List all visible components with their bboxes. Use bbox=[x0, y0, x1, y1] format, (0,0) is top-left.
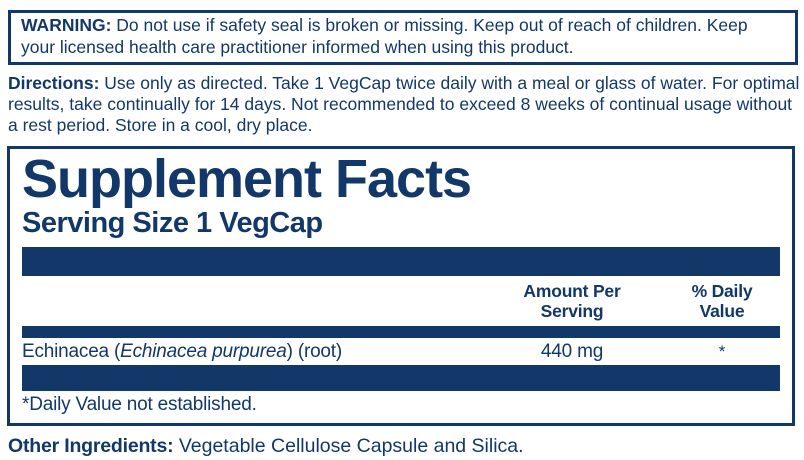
directions-text: Use only as directed. Take 1 VegCap twic… bbox=[8, 73, 800, 135]
divider-bar-thin bbox=[22, 326, 780, 338]
other-ingredients-label: Other Ingredients: bbox=[8, 435, 174, 457]
other-ingredients-line: Other Ingredients: Vegetable Cellulose C… bbox=[8, 434, 800, 458]
other-ingredients-text: Vegetable Cellulose Capsule and Silica. bbox=[178, 435, 524, 457]
warning-text: Do not use if safety seal is broken or m… bbox=[21, 15, 748, 57]
directions-paragraph: Directions: Use only as directed. Take 1… bbox=[8, 73, 800, 136]
supplement-facts-title: Supplement Facts bbox=[22, 149, 472, 209]
table-row: Echinacea (Echinacea purpurea) (root) 44… bbox=[22, 338, 780, 365]
ingredient-daily-value: * bbox=[718, 341, 726, 361]
column-header-amount: Amount Per Serving bbox=[523, 281, 621, 321]
daily-value-footnote: *Daily Value not established. bbox=[22, 394, 257, 415]
warning-label: WARNING: bbox=[21, 15, 112, 35]
warning-box: WARNING: Do not use if safety seal is br… bbox=[8, 10, 798, 65]
serving-size: Serving Size 1 VegCap bbox=[22, 207, 323, 239]
column-header-row: Amount Per Serving % Daily Value bbox=[22, 276, 780, 326]
ingredient-name-suffix: ) (root) bbox=[286, 340, 343, 362]
column-header-daily-value: % Daily Value bbox=[691, 281, 753, 321]
divider-bar-thick-bottom bbox=[22, 365, 780, 391]
divider-bar-thick-top bbox=[22, 247, 780, 276]
ingredient-name: Echinacea (Echinacea purpurea) (root) bbox=[22, 341, 480, 363]
ingredient-amount: 440 mg bbox=[540, 340, 604, 362]
ingredient-name-botanical: Echinacea purpurea bbox=[120, 340, 287, 362]
directions-label: Directions: bbox=[8, 73, 100, 93]
ingredient-name-prefix: Echinacea ( bbox=[22, 340, 121, 362]
supplement-facts-panel: Supplement Facts Serving Size 1 VegCap A… bbox=[7, 146, 795, 426]
